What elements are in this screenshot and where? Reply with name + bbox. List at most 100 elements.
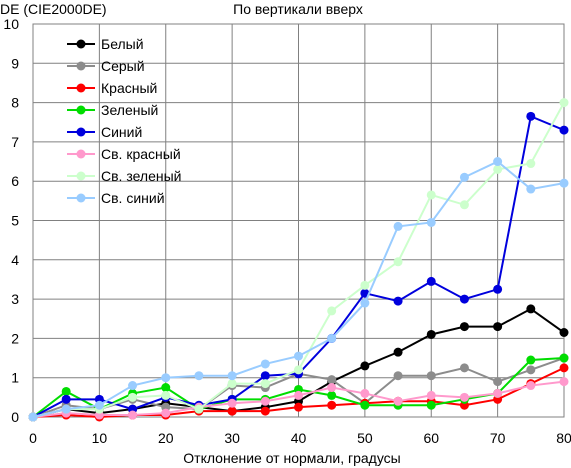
data-point [161,373,171,383]
data-point [227,406,237,416]
data-point [227,398,237,408]
data-point [526,111,536,121]
data-point [327,390,337,400]
data-point [393,296,403,306]
series-layer [28,98,569,422]
data-point [426,371,436,381]
data-point [61,394,71,404]
legend-item: Красный [67,80,157,96]
legend-label: Св. зеленый [101,168,181,184]
data-point [459,363,469,373]
data-point [28,412,38,422]
x-tick-label: 20 [158,430,174,446]
data-point [526,381,536,391]
plot-area-border [32,23,565,418]
data-point [327,306,337,316]
y-tick-label: 4 [11,252,19,268]
data-point [294,390,303,400]
data-point [360,400,370,410]
x-tick-label: 50 [357,430,373,446]
data-point [360,361,370,371]
y-tick-label: 5 [11,213,19,229]
legend-marker [76,61,86,71]
data-point [194,371,204,381]
series-6 [28,377,569,422]
data-point [393,396,403,406]
data-point [426,190,436,200]
data-point [393,347,403,357]
data-point [426,390,436,400]
x-tick-label: 0 [29,430,37,446]
data-point [559,125,569,135]
legend-marker [76,83,86,93]
legend-item: Св. зеленый [67,168,181,184]
legend-label: Серый [101,58,145,74]
chart-title: По вертикали вверх [233,1,363,17]
x-axis-label: Отклонение от нормали, градусы [183,450,400,466]
legend-label: Белый [101,36,144,52]
legend-item: Белый [67,36,144,52]
y-tick-label: 1 [11,370,19,386]
legend-item: Синий [67,124,142,140]
x-tick-label: 30 [224,430,240,446]
legend-item: Серый [67,58,145,74]
y-tick-label: 0 [11,409,19,425]
x-tick-label: 10 [92,430,108,446]
legend-label: Зеленый [101,102,158,118]
data-point [459,200,469,210]
tick-labels: 0 1 2 3 4 5 6 7 8 9 10 0 10 20 30 40 50 60 70 80 [3,16,571,446]
data-point [61,386,71,396]
x-tick-label: 80 [556,430,571,446]
legend-item: Зеленый [67,102,158,118]
legend-marker [76,105,86,115]
legend-marker [76,193,86,203]
series-8 [28,157,569,422]
legend-item: Св. красный [67,146,181,162]
data-point [327,400,337,410]
data-point [559,178,569,188]
data-point [260,371,270,381]
data-point [493,388,503,398]
data-point [194,404,204,414]
legend: Белый Серый Красный Зеленый Синий Св. красный… [67,36,181,206]
data-point [559,363,569,373]
y-tick-label: 7 [11,134,19,150]
y-tick-label: 9 [11,55,19,71]
data-point [526,159,536,169]
x-tick-label: 60 [423,430,439,446]
data-point [327,375,337,385]
data-point [493,322,503,332]
data-point [393,257,403,267]
legend-label: Синий [101,124,142,140]
y-tick-label: 10 [3,16,19,32]
y-axis-label: DE (CIE2000DE) [0,1,107,17]
data-point [559,353,569,363]
data-point [128,410,138,420]
data-point [61,404,71,414]
legend-marker [76,39,86,49]
legend-label: Св. красный [101,146,181,162]
data-point [493,157,503,167]
data-point [227,371,237,381]
data-point [526,355,536,365]
y-tick-label: 8 [11,95,19,111]
data-point [493,377,503,387]
data-point [426,217,436,227]
data-point [327,333,337,343]
data-point [526,184,536,194]
data-point [426,400,436,410]
data-point [393,221,403,231]
data-point [260,396,270,406]
data-point [128,381,138,391]
x-tick-label: 70 [490,430,506,446]
data-point [426,276,436,286]
data-point [459,392,469,402]
data-point [526,304,536,314]
data-point [294,351,303,361]
data-point [260,379,270,389]
data-point [559,328,569,338]
data-point [128,392,138,402]
y-tick-label: 3 [11,291,19,307]
